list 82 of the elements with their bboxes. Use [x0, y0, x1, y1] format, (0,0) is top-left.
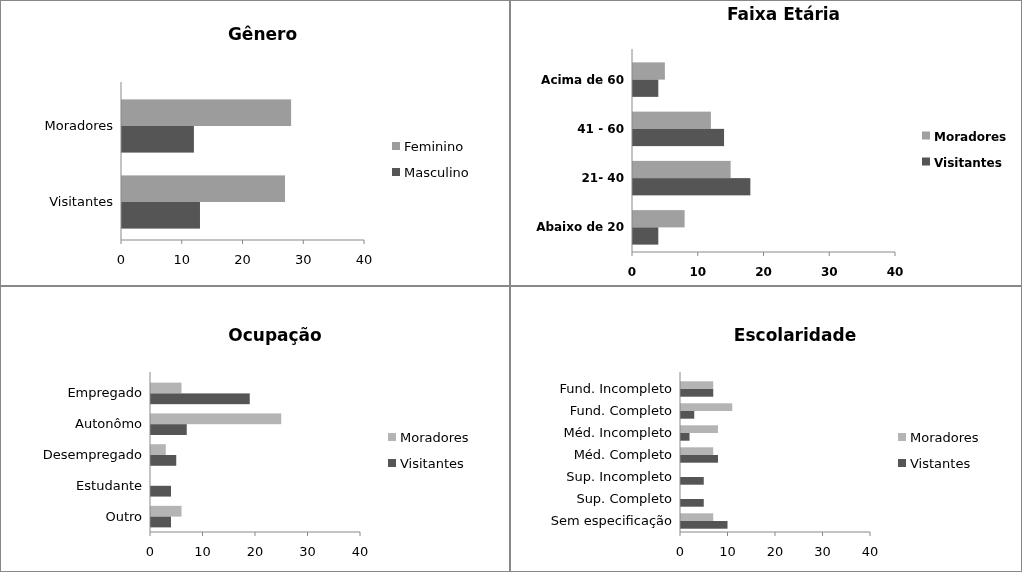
bar: [121, 99, 292, 126]
y-tick-label: Fund. Incompleto: [559, 381, 673, 396]
bar: [632, 128, 725, 147]
y-tick-label: Estudante: [76, 477, 142, 493]
x-tick-label: 0: [627, 265, 637, 279]
x-tick-label: 10: [719, 544, 736, 559]
bar: [680, 455, 718, 463]
y-tick-label: Sup. Completo: [576, 491, 673, 506]
y-tick-label: Méd. Completo: [573, 447, 673, 462]
bar: [632, 79, 659, 97]
y-tick-label: Abaixo de 20: [536, 220, 624, 235]
y-tick-label: 21- 40: [581, 171, 624, 186]
y-tick-label: Outro: [105, 508, 143, 524]
bar: [150, 413, 282, 425]
bar: [632, 111, 711, 129]
bar: [632, 227, 659, 245]
chart-title: Escolaridade: [733, 325, 857, 345]
y-tick-label: Méd. Incompleto: [563, 425, 673, 440]
bar: [680, 513, 714, 521]
legend-label: Visitantes: [400, 456, 464, 471]
x-tick-label: 30: [814, 544, 831, 559]
x-tick-label: 20: [755, 265, 772, 279]
bar: [680, 425, 718, 433]
bar: [680, 389, 714, 397]
bar: [632, 210, 685, 228]
bar: [150, 505, 182, 517]
legend-label: Moradores: [400, 430, 469, 445]
y-tick-label: Sup. Incompleto: [566, 469, 673, 484]
bar: [150, 424, 187, 435]
bar: [680, 447, 714, 455]
bar: [121, 175, 286, 202]
x-tick-label: 20: [246, 544, 264, 559]
x-tick-label: 10: [173, 252, 191, 267]
legend-label: Visitantes: [934, 155, 1002, 170]
legend-label: Vistantes: [910, 456, 971, 471]
x-tick-label: 20: [234, 252, 251, 267]
y-tick-label: Visitantes: [49, 194, 114, 209]
y-tick-label: Moradores: [44, 118, 114, 133]
x-tick-label: 30: [294, 252, 312, 267]
bar: [150, 485, 171, 497]
bar: [680, 381, 714, 389]
chart-title: Gênero: [227, 24, 298, 44]
bar: [680, 477, 704, 485]
legend-label: Moradores: [910, 430, 979, 445]
bar: [680, 403, 733, 411]
y-tick-label: Sem especificação: [550, 513, 673, 528]
x-tick-label: 40: [861, 544, 879, 559]
bar: [680, 499, 704, 507]
chart-title: Ocupação: [228, 325, 322, 345]
y-tick-label: Autonômo: [75, 416, 143, 432]
bar: [121, 126, 194, 153]
bar: [680, 411, 695, 419]
bar: [121, 202, 200, 229]
bar: [680, 433, 690, 441]
y-tick-label: Empregado: [67, 385, 143, 401]
y-tick-label: Acima de 60: [541, 72, 624, 87]
bar: [632, 178, 751, 196]
bar: [632, 160, 731, 179]
x-tick-label: 10: [194, 544, 211, 559]
bar: [150, 393, 250, 405]
x-tick-label: 0: [145, 544, 155, 559]
x-tick-label: 20: [766, 544, 784, 559]
legend-label: Moradores: [934, 129, 1007, 144]
x-tick-label: 0: [675, 544, 685, 559]
bar: [150, 444, 166, 455]
x-tick-label: 40: [886, 265, 904, 279]
x-tick-label: 10: [689, 265, 707, 279]
legend-label: Feminino: [404, 139, 464, 154]
x-tick-label: 40: [355, 252, 373, 267]
y-tick-label: 41 - 60: [577, 121, 624, 136]
y-tick-label: Desempregado: [42, 447, 143, 462]
bar: [632, 62, 665, 80]
chart-title: Faixa Etária: [726, 4, 841, 24]
bar: [150, 455, 177, 466]
y-tick-label: Fund. Completo: [569, 403, 673, 418]
x-tick-label: 30: [820, 265, 838, 279]
legend-label: Masculino: [404, 165, 469, 180]
x-tick-label: 0: [116, 252, 126, 267]
bar: [680, 521, 728, 529]
x-tick-label: 40: [351, 544, 369, 559]
x-tick-label: 30: [299, 544, 316, 559]
bar: [150, 382, 182, 394]
